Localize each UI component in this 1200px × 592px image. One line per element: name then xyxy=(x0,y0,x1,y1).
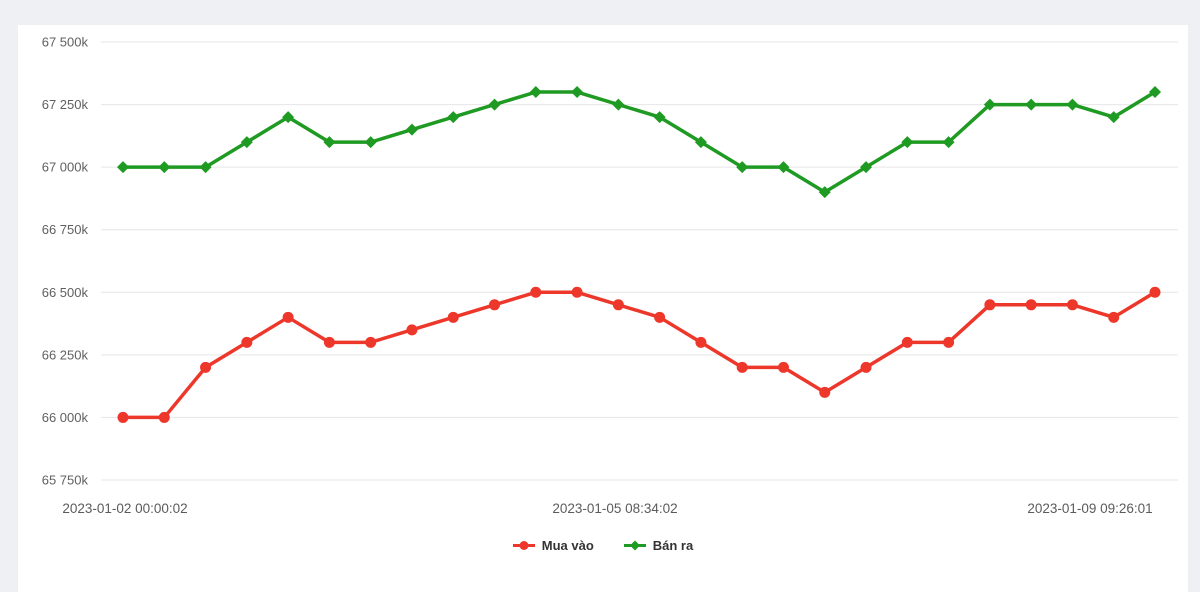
data-point-ban-ra[interactable] xyxy=(158,161,171,174)
y-tick-label: 65 750k xyxy=(42,473,89,488)
data-point-ban-ra[interactable] xyxy=(818,186,831,199)
data-point-mua-vao[interactable] xyxy=(612,299,624,311)
data-point-ban-ra[interactable] xyxy=(199,161,212,174)
data-point-ban-ra[interactable] xyxy=(736,161,749,174)
y-tick-label: 66 250k xyxy=(42,347,89,362)
data-point-ban-ra[interactable] xyxy=(1149,86,1161,99)
legend-label-ban-ra: Bán ra xyxy=(652,538,694,553)
data-point-ban-ra[interactable] xyxy=(942,136,955,149)
data-point-mua-vao[interactable] xyxy=(984,299,996,311)
chart-legend: Mua vào Bán ra xyxy=(18,538,1188,553)
data-point-mua-vao[interactable] xyxy=(819,386,831,398)
data-point-ban-ra[interactable] xyxy=(653,111,666,124)
y-tick-label: 67 000k xyxy=(42,160,89,175)
y-tick-label: 66 500k xyxy=(42,285,89,300)
mua-vao-line-marker-icon xyxy=(512,541,535,550)
data-point-ban-ra[interactable] xyxy=(1025,98,1038,111)
data-point-mua-vao[interactable] xyxy=(200,361,212,373)
legend-item-mua-vao[interactable]: Mua vào xyxy=(512,538,594,553)
data-point-mua-vao[interactable] xyxy=(901,336,913,348)
data-point-ban-ra[interactable] xyxy=(529,86,542,99)
series-line-ban-ra xyxy=(121,90,1157,194)
data-point-mua-vao[interactable] xyxy=(323,336,335,348)
y-tick-label: 67 500k xyxy=(42,35,89,50)
data-point-mua-vao[interactable] xyxy=(117,411,129,423)
data-point-mua-vao[interactable] xyxy=(447,311,459,323)
data-point-ban-ra[interactable] xyxy=(901,136,914,149)
data-point-ban-ra[interactable] xyxy=(447,111,460,124)
data-point-ban-ra[interactable] xyxy=(1066,98,1079,111)
data-point-ban-ra[interactable] xyxy=(612,98,625,111)
legend-item-ban-ra[interactable]: Bán ra xyxy=(623,538,694,553)
data-point-ban-ra[interactable] xyxy=(571,86,584,99)
data-point-mua-vao[interactable] xyxy=(1149,286,1161,298)
data-point-mua-vao[interactable] xyxy=(282,311,294,323)
data-point-ban-ra[interactable] xyxy=(694,136,707,149)
data-point-mua-vao[interactable] xyxy=(1066,299,1078,311)
data-point-mua-vao[interactable] xyxy=(241,336,253,348)
data-point-ban-ra[interactable] xyxy=(488,98,501,111)
x-tick-label: 2023-01-02 00:00:02 xyxy=(62,501,187,516)
data-point-mua-vao[interactable] xyxy=(489,299,501,311)
data-point-ban-ra[interactable] xyxy=(405,123,418,136)
data-point-mua-vao[interactable] xyxy=(654,311,666,323)
data-point-ban-ra[interactable] xyxy=(117,161,129,174)
legend-label-mua-vao: Mua vào xyxy=(541,538,594,553)
ban-ra-line-marker-icon xyxy=(623,540,646,551)
y-tick-label: 67 250k xyxy=(42,97,89,112)
data-point-mua-vao[interactable] xyxy=(1025,299,1037,311)
data-point-mua-vao[interactable] xyxy=(695,336,707,348)
data-point-mua-vao[interactable] xyxy=(530,286,542,298)
data-point-mua-vao[interactable] xyxy=(158,411,170,423)
data-point-ban-ra[interactable] xyxy=(323,136,336,149)
data-point-ban-ra[interactable] xyxy=(983,98,996,111)
x-tick-label: 2023-01-09 09:26:01 xyxy=(1027,501,1152,516)
data-point-mua-vao[interactable] xyxy=(736,361,748,373)
data-point-ban-ra[interactable] xyxy=(364,136,377,149)
data-point-mua-vao[interactable] xyxy=(860,361,872,373)
data-point-mua-vao[interactable] xyxy=(406,324,418,336)
data-point-ban-ra[interactable] xyxy=(1107,111,1120,124)
data-point-mua-vao[interactable] xyxy=(777,361,789,373)
data-point-mua-vao[interactable] xyxy=(1108,311,1120,323)
x-tick-label: 2023-01-05 08:34:02 xyxy=(552,501,677,516)
data-point-ban-ra[interactable] xyxy=(777,161,790,174)
y-tick-label: 66 750k xyxy=(42,222,89,237)
y-tick-label: 66 000k xyxy=(42,410,89,425)
data-point-ban-ra[interactable] xyxy=(240,136,253,149)
series-line-mua-vao xyxy=(121,290,1157,420)
data-point-mua-vao[interactable] xyxy=(571,286,583,298)
data-point-ban-ra[interactable] xyxy=(860,161,873,174)
data-point-mua-vao[interactable] xyxy=(943,336,955,348)
data-point-mua-vao[interactable] xyxy=(365,336,377,348)
data-point-ban-ra[interactable] xyxy=(282,111,295,124)
